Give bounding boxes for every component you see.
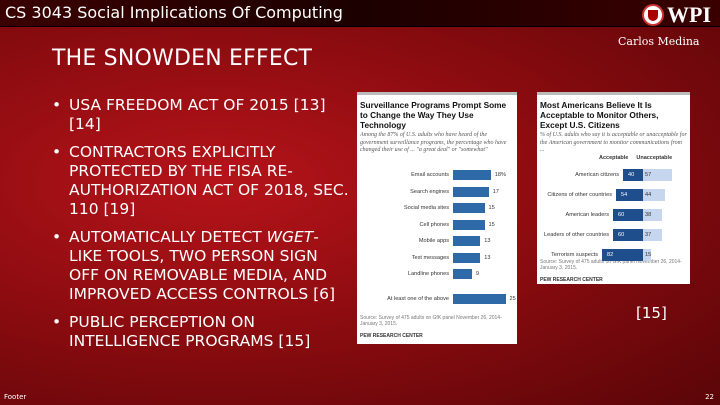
bar	[453, 203, 485, 213]
stacked-row: American citizens 40 57	[537, 169, 672, 181]
reference-label: [15]	[636, 304, 667, 322]
chart-subtitle: % of U.S. adults who say it is acceptabl…	[540, 132, 687, 153]
bar-value: 18%	[494, 172, 506, 178]
bar-label: Email accounts	[411, 172, 449, 178]
bar-label: Text messages	[411, 254, 449, 261]
bullet-item: Automatically detect wget-like tools, tw…	[52, 228, 352, 304]
bullet-item: Public perception on intelligence progra…	[52, 313, 352, 351]
page-number: 22	[705, 393, 714, 401]
chart-credit: PEW RESEARCH CENTER	[540, 277, 603, 283]
bullet-item: Contractors explicitly protected by the …	[52, 143, 352, 219]
chart-subtitle: Among the 87% of U.S. adults who have he…	[360, 132, 507, 153]
stacked-row: American leaders 60 38	[537, 209, 662, 221]
logo-text: WPI	[667, 2, 711, 27]
bar-label: Terrorism suspects	[551, 252, 598, 258]
bar-value: 13	[484, 238, 491, 244]
bar-label: At least one of the above	[387, 295, 449, 302]
chart-title: Surveillance Programs Prompt Some to Cha…	[360, 100, 507, 130]
bar-label: Mobile apps	[418, 238, 449, 244]
bar-acceptable: 60	[613, 209, 643, 221]
bar	[453, 269, 472, 279]
bar	[453, 236, 481, 246]
chart-credit: PEW RESEARCH CENTER	[360, 333, 423, 339]
footer-text: Footer	[4, 393, 27, 401]
author-name: Carlos Medina	[618, 35, 700, 48]
bullet-item: USA Freedom Act of 2015 [13][14]	[52, 96, 352, 134]
bar-label: Leaders of other countries	[544, 232, 609, 238]
bar	[453, 186, 489, 197]
tech-use-chart: Surveillance Programs Prompt Some to Cha…	[357, 92, 517, 344]
bar-unacceptable: 37	[643, 229, 662, 241]
bar-unacceptable: 44	[643, 189, 665, 201]
bar	[453, 170, 491, 180]
bar-unacceptable: 38	[643, 209, 662, 221]
bar-acceptable: 82	[602, 249, 643, 261]
bar-label: Cell phones	[419, 221, 449, 228]
bar-row: Mobile apps 13	[357, 236, 491, 246]
bar	[453, 293, 506, 304]
bar-label: Landline phones	[407, 271, 449, 277]
bullet-text: Automatically detect	[69, 228, 267, 246]
bullet-list: USA Freedom Act of 2015 [13][14] Contrac…	[52, 96, 352, 360]
stacked-row: Leaders of other countries 60 37	[537, 229, 662, 241]
bar	[453, 219, 485, 230]
slide-title: THE SNOWDEN EFFECT	[52, 46, 313, 71]
monitoring-chart: Most Americans Believe It Is Acceptable …	[537, 92, 690, 284]
bar-acceptable: 54	[616, 189, 643, 201]
stacked-row: Terrorism suspects 82 15	[537, 249, 651, 261]
bar-label: Search engines	[410, 188, 449, 195]
bar-label: Citizens of other countries	[547, 192, 612, 198]
bar-value: 25	[509, 295, 516, 302]
bar-row: At least one of the above 25	[357, 293, 516, 304]
bar-acceptable: 60	[613, 229, 643, 241]
chart-source: Source: Survey of 475 adults on GfK pane…	[540, 259, 682, 271]
seal-icon	[642, 4, 664, 26]
bar-value: 9	[475, 271, 480, 277]
bar-value: 17	[492, 188, 499, 195]
bar-value: 13	[484, 254, 491, 261]
bar-value: 15	[488, 221, 495, 228]
bar-unacceptable: 57	[643, 169, 672, 181]
legend: Acceptable Unacceptable	[599, 155, 672, 161]
bar-row: Search engines 17	[357, 186, 499, 197]
bullet-emphasis: wget	[266, 228, 314, 246]
bar	[453, 252, 481, 263]
course-title: CS 3043 Social Implications Of Computing	[5, 3, 343, 22]
wpi-logo: WPI	[642, 2, 711, 28]
bar-row: Social media sites 15	[357, 203, 495, 213]
bar-row: Text messages 13	[357, 252, 491, 263]
bullet-text: -like tools, two person sign off on remo…	[69, 228, 336, 303]
header-bar: CS 3043 Social Implications Of Computing…	[0, 0, 720, 27]
bar-row: Landline phones 9	[357, 269, 479, 279]
chart-title: Most Americans Believe It Is Acceptable …	[540, 100, 659, 130]
bar-row: Email accounts 18%	[357, 170, 506, 180]
bar-unacceptable: 15	[643, 249, 651, 261]
bar-label: Social media sites	[403, 205, 449, 211]
bar-acceptable: 40	[623, 169, 643, 181]
bar-row: Cell phones 15	[357, 219, 495, 230]
bar-value: 15	[488, 205, 495, 211]
chart-source: Source: Survey of 475 adults on GfK pane…	[360, 315, 502, 327]
bar-label: American citizens	[575, 172, 619, 178]
stacked-row: Citizens of other countries 54 44	[537, 189, 665, 201]
bar-label: American leaders	[565, 212, 609, 218]
legend-unacceptable: Unacceptable	[636, 155, 673, 161]
legend-acceptable: Acceptable	[599, 155, 629, 161]
